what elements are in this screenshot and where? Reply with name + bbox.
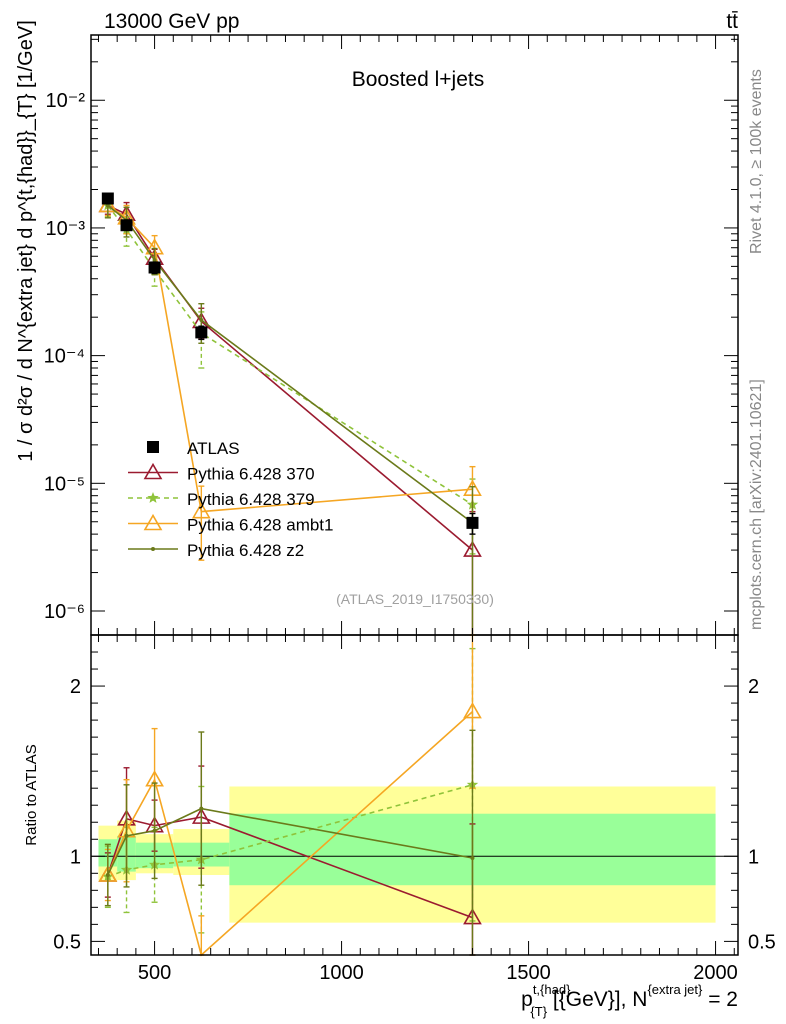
ratio-y-tick-label: 1	[70, 846, 81, 868]
main-atlas-point	[466, 516, 479, 529]
legend-marker	[151, 547, 155, 551]
main-title: Boosted l+jets	[352, 68, 485, 91]
main-y-tick-label: 10⁻⁵	[44, 473, 85, 495]
header-left-label: 13000 GeV pp	[104, 10, 239, 33]
header-right-label: tt̄	[726, 10, 738, 33]
ratio-y-axis-label: Ratio to ATLAS	[23, 744, 40, 845]
main-y-tick-label: 10⁻⁶	[44, 601, 85, 623]
main-atlas-point	[195, 326, 208, 339]
x-axis-label-sup: t,{had}	[533, 982, 571, 997]
ratio-y-tick-label: 0.5	[748, 931, 776, 953]
x-tick-label: 500	[138, 962, 171, 984]
legend-marker-atlas	[147, 441, 159, 453]
legend-marker	[143, 513, 163, 531]
main-pythia-6.428-ambt1-point	[191, 502, 211, 519]
ratio-y-tick-label: 2	[748, 676, 759, 698]
legend: ATLAS Pythia 6.428 370 Pythia 6.428 379 Pyt…	[128, 439, 333, 560]
ratio-frame	[90, 634, 739, 956]
main-atlas-point	[101, 192, 114, 205]
ratio-y-tick-label: 0.5	[53, 931, 81, 953]
main-plot-content	[98, 192, 482, 636]
mcplots-note: mcplots.cern.ch [arXiv:2401.10621]	[748, 379, 765, 630]
x-tick-label: 1000	[319, 962, 364, 984]
legend-label: ATLAS	[187, 439, 240, 458]
main-pythia-6.428-z2-point	[152, 258, 157, 263]
x-axis-label: pt,{had} {T} [{GeV}], N{extra jet} = 2	[521, 982, 738, 1019]
ratio-pythia-6.428-z2-point	[470, 855, 475, 860]
main-atlas-point	[120, 219, 133, 232]
x-axis-label-main: p	[521, 988, 533, 1011]
main-panel: 10⁻⁶ 10⁻⁵ 10⁻⁴ 10⁻³ 10⁻² Boosted l+jets (ATL…	[15, 20, 739, 636]
legend-label: Pythia 6.428 370	[187, 465, 315, 484]
ratio-axis-ticks: 500 1000 1500 2000 0.5 0.5 1 1 2 2	[53, 635, 776, 984]
main-pythia-6.428-z2-point	[199, 318, 204, 323]
ratio-pythia-6.428-ambt1-point	[463, 701, 482, 719]
main-y-axis-label: 1 / σ d²σ / d N^{extra jet} d p^{t,{had}…	[15, 20, 37, 462]
main-y-tick-label: 10⁻³	[46, 218, 86, 240]
legend-label: Pythia 6.428 ambt1	[187, 516, 333, 535]
main-atlas-point	[148, 261, 161, 274]
ratio-panel: 500 1000 1500 2000 0.5 0.5 1 1 2 2 Ratio to ATLAS	[23, 634, 776, 984]
ratio-pythia-6.428-z2-point	[124, 833, 129, 838]
legend-label: Pythia 6.428 z2	[187, 541, 304, 560]
x-tick-label: 1500	[506, 962, 551, 984]
ratio-plot-content	[91, 634, 738, 957]
ratio-y-tick-label: 2	[70, 676, 81, 698]
ratio-pythia-6.428-z2-point	[199, 806, 204, 811]
rivet-note: Rivet 4.1.0, ≥ 100k events	[748, 69, 765, 254]
ratio-pythia-6.428-z2-point	[152, 828, 157, 833]
x-tick-label: 2000	[693, 962, 738, 984]
ratio-y-tick-label: 1	[748, 846, 759, 868]
legend-marker	[147, 492, 159, 503]
x-axis-label-sub: {T}	[530, 1004, 547, 1019]
legend-marker	[143, 462, 163, 480]
main-y-tick-label: 10⁻²	[46, 90, 86, 112]
main-y-tick-label: 10⁻⁴	[44, 346, 85, 368]
x-axis-label-end: = 2	[702, 988, 738, 1011]
ratio-pythia-6.428-z2-point	[105, 873, 110, 877]
x-axis-label-rest: [{GeV}], N	[547, 988, 647, 1011]
legend-label: Pythia 6.428 379	[187, 490, 315, 509]
x-axis-label-sup2: {extra jet}	[647, 982, 703, 997]
main-pythia-6.428-379-line	[107, 205, 473, 506]
main-axis-ticks: 10⁻⁶ 10⁻⁵ 10⁻⁴ 10⁻³ 10⁻²	[44, 35, 738, 635]
watermark: (ATLAS_2019_I1750330)	[336, 591, 494, 607]
